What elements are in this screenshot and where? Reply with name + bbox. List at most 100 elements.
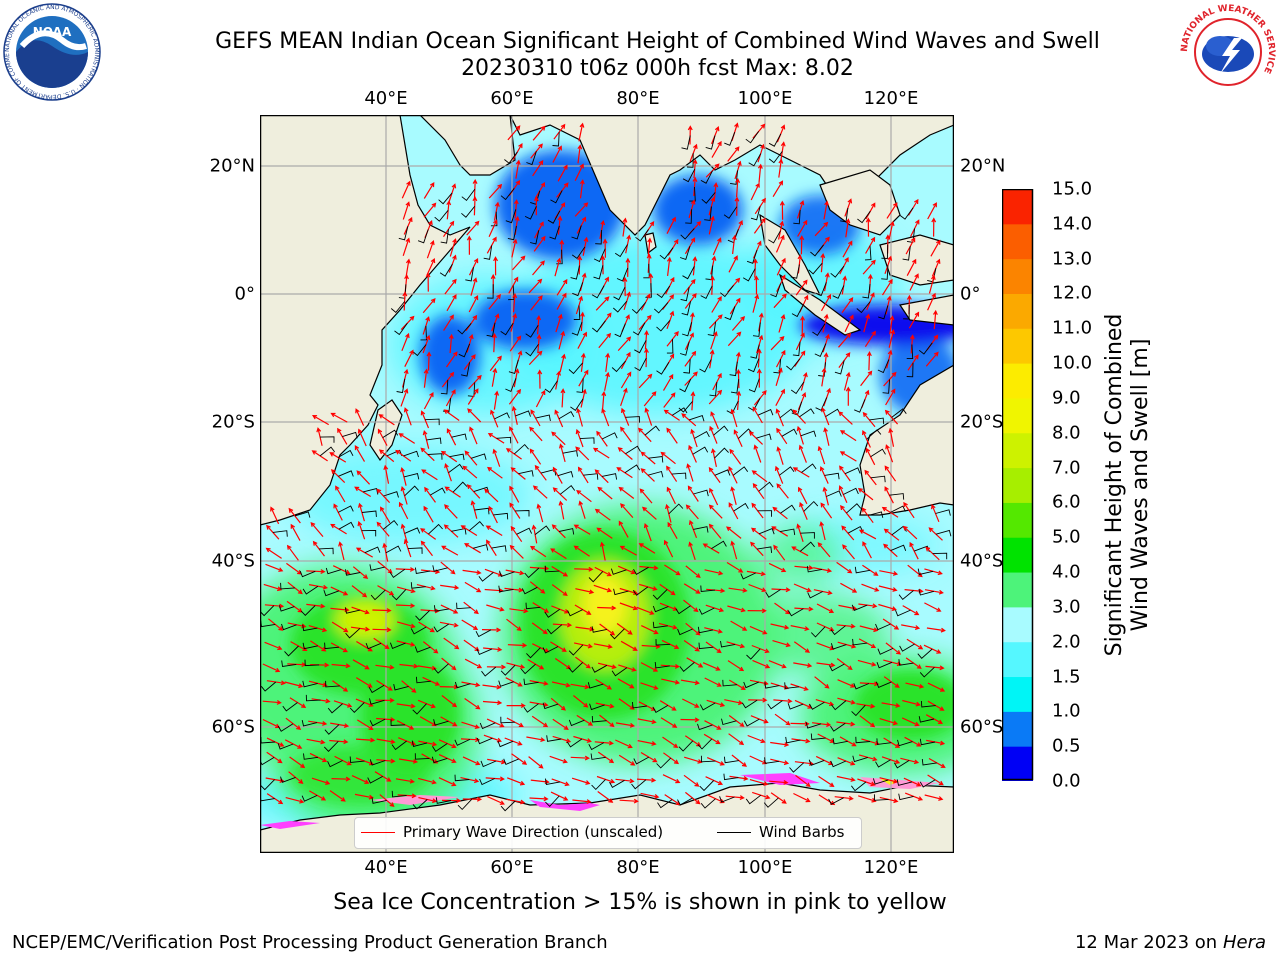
wave-direction-arrow <box>331 776 351 782</box>
wave-direction-arrow <box>579 311 585 331</box>
wave-direction-arrow <box>838 411 853 425</box>
wave-direction-arrow <box>398 501 409 520</box>
wave-direction-arrow <box>420 447 435 462</box>
wave-direction-arrow <box>532 125 546 141</box>
wind-barb <box>282 702 298 712</box>
wave-direction-arrow <box>330 412 348 423</box>
wave-direction-arrow <box>509 426 519 444</box>
wind-barb <box>726 400 739 415</box>
wave-direction-arrow <box>683 599 699 613</box>
wind-barb <box>414 753 430 760</box>
wind-barb <box>853 683 870 690</box>
wave-direction-arrow <box>557 164 568 182</box>
wind-barb <box>898 793 914 801</box>
map-panel <box>260 115 954 853</box>
wave-direction-arrow <box>405 258 411 278</box>
wave-direction-arrow <box>842 240 853 258</box>
wave-direction-arrow <box>909 334 915 354</box>
wave-direction-arrow <box>770 792 787 804</box>
wind-barb <box>524 567 540 579</box>
wind-barb <box>632 322 646 336</box>
wave-direction-arrow <box>776 427 788 445</box>
wave-direction-arrow <box>602 238 608 258</box>
wave-direction-arrow <box>901 717 920 727</box>
wind-barb <box>919 738 936 746</box>
wave-direction-arrow <box>863 313 871 333</box>
wave-direction-arrow <box>843 371 851 391</box>
wave-direction-arrow <box>289 756 306 769</box>
wave-direction-arrow <box>753 444 762 463</box>
wind-barb <box>435 797 452 804</box>
wave-direction-arrow <box>866 351 872 371</box>
wave-direction-arrow <box>467 388 479 405</box>
colorbar-tick-label: 9.0 <box>1052 387 1081 409</box>
wave-direction-arrow <box>531 715 549 728</box>
wave-direction-arrow <box>928 527 943 541</box>
wave-direction-arrow <box>468 374 482 390</box>
wave-direction-arrow <box>400 523 408 543</box>
wave-direction-arrow <box>354 445 366 462</box>
wind-barb <box>898 590 914 601</box>
wind-barb <box>500 800 516 812</box>
wind-barb <box>547 210 561 224</box>
wave-direction-arrow <box>446 294 457 312</box>
wind-barb <box>338 521 355 530</box>
wind-barb <box>403 473 420 480</box>
wave-direction-arrow <box>464 658 483 669</box>
wave-direction-arrow <box>512 255 526 271</box>
wave-direction-arrow <box>836 623 856 629</box>
wave-direction-arrow <box>839 430 857 442</box>
wind-barb <box>793 209 801 225</box>
wave-direction-arrow <box>752 406 763 424</box>
wave-direction-arrow <box>770 741 790 747</box>
wave-direction-arrow <box>778 313 786 333</box>
wind-barb <box>299 570 316 578</box>
wave-direction-arrow <box>665 503 672 523</box>
wind-barb <box>681 135 691 150</box>
wave-direction-arrow <box>756 348 762 368</box>
wave-direction-arrow <box>643 391 657 407</box>
colorbar-tick-label: 8.0 <box>1052 422 1081 444</box>
wave-direction-arrow <box>636 606 655 615</box>
wind-barb <box>526 647 541 659</box>
wave-direction-arrow <box>926 627 946 633</box>
wind-barb <box>694 430 710 439</box>
wave-direction-arrow <box>684 332 694 350</box>
wave-direction-arrow <box>727 660 745 672</box>
wind-barb <box>866 429 882 440</box>
wave-direction-arrow <box>329 739 349 745</box>
wave-direction-arrow <box>376 758 396 764</box>
wave-direction-arrow <box>775 234 785 253</box>
wind-barb <box>590 753 606 760</box>
wind-barb <box>750 206 761 221</box>
wave-direction-arrow <box>426 351 432 371</box>
wave-direction-arrow <box>513 199 519 219</box>
wind-barb <box>281 660 297 668</box>
wave-direction-arrow <box>858 529 877 540</box>
wave-direction-arrow <box>331 663 351 669</box>
wave-direction-arrow <box>666 216 676 234</box>
wave-direction-arrow <box>820 252 826 273</box>
wave-direction-arrow <box>493 256 499 276</box>
wind-barb <box>675 605 691 615</box>
wave-direction-arrow <box>730 408 738 428</box>
wave-direction-arrow <box>688 519 698 539</box>
wave-direction-arrow <box>492 448 501 467</box>
wind-barb <box>420 325 427 341</box>
wave-direction-arrow <box>724 699 744 706</box>
lon-tick-top-80: 80°E <box>616 88 660 109</box>
wind-barb <box>746 249 758 264</box>
colorbar-tick-label: 3.0 <box>1052 596 1081 618</box>
wind-barb <box>677 797 693 806</box>
wind-barb <box>611 667 628 677</box>
wave-direction-arrow <box>775 367 783 386</box>
wind-barb <box>559 485 576 495</box>
wave-direction-arrow <box>620 640 638 651</box>
wave-direction-arrow <box>575 588 595 595</box>
wave-direction-arrow <box>551 431 566 446</box>
wave-direction-arrow <box>860 370 873 387</box>
wind-barb <box>591 285 605 299</box>
lat-tick-right-40s: 40°S <box>960 550 1004 572</box>
wind-barb <box>497 740 514 748</box>
wind-barb <box>648 455 664 463</box>
